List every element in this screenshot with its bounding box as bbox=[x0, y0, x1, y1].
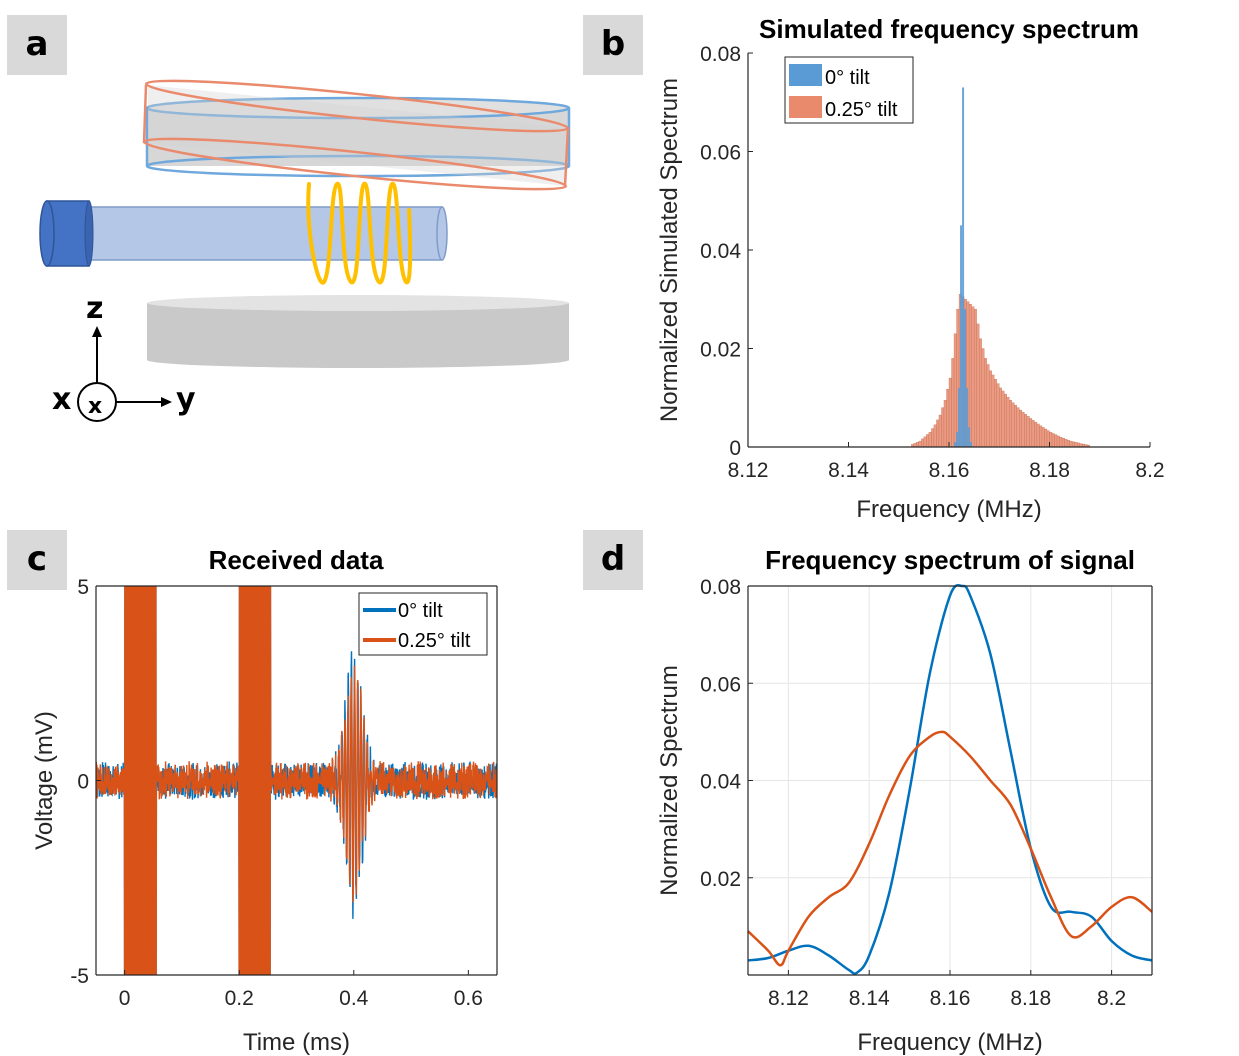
x-tick-label: 0.4 bbox=[339, 987, 369, 1010]
x-tick-label: 8.12 bbox=[768, 987, 809, 1010]
x-axis-label: x bbox=[52, 382, 71, 417]
chart-title: Frequency spectrum of signal bbox=[765, 545, 1135, 575]
y-tick-label: 0.02 bbox=[700, 868, 741, 891]
y-axis-title: Normalized Spectrum bbox=[656, 665, 683, 896]
legend-label-0: 0° tilt bbox=[398, 600, 443, 622]
legend-label-1: 0.25° tilt bbox=[398, 630, 471, 652]
y-tick-label: 0.08 bbox=[700, 43, 741, 66]
legend-label-0: 0° tilt bbox=[825, 67, 870, 89]
legend-label-1: 0.25° tilt bbox=[825, 99, 898, 121]
y-tick-label: 0.04 bbox=[700, 771, 741, 794]
y-tick-label: 0.02 bbox=[700, 339, 741, 362]
y-tick-label: 0.04 bbox=[700, 240, 741, 263]
rf-coil bbox=[306, 181, 413, 285]
x-tick-label: 8.2 bbox=[1135, 459, 1164, 482]
x-tick-label: 0.6 bbox=[454, 987, 483, 1010]
x-axis-title: Frequency (MHz) bbox=[856, 496, 1041, 523]
histogram-bar bbox=[956, 432, 959, 447]
x-tick-label: 8.16 bbox=[929, 459, 970, 482]
series-line-0 bbox=[747, 583, 1153, 975]
legend-swatch-1 bbox=[789, 96, 822, 118]
x-tick-label: 8.16 bbox=[930, 987, 971, 1010]
panel-label-d: d bbox=[583, 530, 643, 590]
histogram-bar bbox=[970, 442, 973, 447]
legend: 0° tilt 0.25° tilt bbox=[784, 56, 914, 124]
histogram-bar bbox=[968, 427, 971, 447]
y-tick-label: 0.06 bbox=[700, 673, 741, 696]
x-tick-label: 8.2 bbox=[1097, 987, 1126, 1010]
y-tick-label: -5 bbox=[70, 965, 89, 988]
panel-label-a: a bbox=[7, 15, 67, 75]
x-axis-marker: x bbox=[88, 394, 102, 419]
y-axis-label: y bbox=[176, 382, 196, 417]
chart-title: Simulated frequency spectrum bbox=[759, 14, 1139, 44]
series-line-1 bbox=[747, 730, 1153, 967]
y-tick-label: 0 bbox=[77, 771, 89, 794]
histogram-bar bbox=[954, 442, 957, 447]
series-tilt-0 bbox=[954, 87, 973, 447]
histogram-bar bbox=[958, 387, 961, 447]
histogram-bar bbox=[966, 387, 969, 447]
legend-swatch-0 bbox=[789, 64, 822, 86]
top-plate-tilted bbox=[142, 79, 570, 191]
x-tick-label: 0 bbox=[119, 987, 131, 1010]
chart-title: Received data bbox=[209, 545, 384, 575]
bottom-plate bbox=[147, 295, 569, 368]
panel-label-b: b bbox=[583, 15, 643, 75]
histogram-bar bbox=[964, 309, 967, 447]
x-tick-label: 8.12 bbox=[728, 459, 769, 482]
top-plate-untilted bbox=[145, 96, 571, 178]
histogram-bar bbox=[960, 225, 963, 447]
panel-label-c: c bbox=[7, 530, 67, 590]
x-axis-title: Time (ms) bbox=[243, 1029, 350, 1056]
x-tick-label: 8.14 bbox=[849, 987, 890, 1010]
x-tick-label: 8.14 bbox=[828, 459, 869, 482]
legend: 0° tilt 0.25° tilt bbox=[358, 592, 488, 656]
x-tick-label: 8.18 bbox=[1010, 987, 1051, 1010]
z-axis-label: z bbox=[86, 291, 103, 326]
y-tick-label: 5 bbox=[77, 576, 89, 599]
y-axis-title: Voltage (mV) bbox=[31, 711, 58, 850]
coordinate-axes: z x y x bbox=[52, 291, 196, 422]
y-tick-label: 0 bbox=[729, 437, 741, 460]
histogram-bar bbox=[962, 87, 965, 447]
series-line-1 bbox=[96, 586, 497, 975]
y-tick-label: 0.06 bbox=[700, 142, 741, 165]
setup-diagram: z x y x bbox=[39, 79, 571, 422]
x-tick-label: 8.18 bbox=[1029, 459, 1070, 482]
sample-tube bbox=[39, 200, 448, 267]
x-tick-label: 0.2 bbox=[225, 987, 254, 1010]
x-axis-title: Frequency (MHz) bbox=[857, 1029, 1042, 1056]
legend-box bbox=[358, 592, 488, 656]
y-axis-title: Normalized Simulated Spectrum bbox=[656, 78, 683, 422]
y-tick-label: 0.08 bbox=[700, 576, 741, 599]
